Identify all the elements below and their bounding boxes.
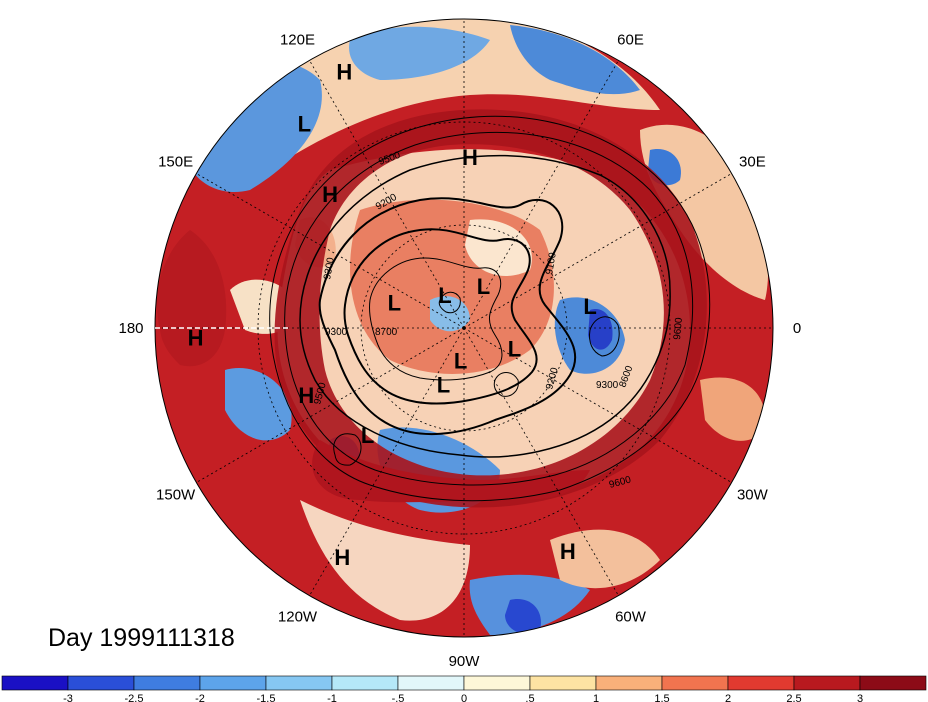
anomaly-patch (156, 230, 227, 367)
anomaly-field (155, 19, 773, 637)
anomaly-patch (550, 529, 660, 589)
longitude-label: 60E (617, 32, 644, 49)
longitude-label: 30W (737, 487, 769, 504)
anomaly-patch (700, 377, 766, 441)
high-pressure-label: H (188, 325, 204, 350)
colorbar-tick-label: -1 (327, 693, 337, 702)
anomaly-patch (300, 500, 470, 621)
meridian-line (196, 173, 465, 329)
low-pressure-label: L (454, 348, 467, 373)
anomaly-patch (588, 309, 613, 350)
contour-value-label: 9600 (672, 317, 685, 341)
anomaly-patch (465, 219, 532, 276)
high-pressure-label: H (336, 59, 352, 84)
low-pressure-label: L (477, 274, 490, 299)
low-pressure-label: L (508, 336, 521, 361)
colorbar-swatch (199, 675, 267, 691)
colorbar-swatch (67, 675, 135, 691)
contour-line (269, 115, 711, 502)
contour-value-label: 9300 (325, 327, 348, 338)
contour-value-label: 9300 (596, 380, 619, 391)
meridian-line (309, 60, 465, 329)
longitude-label: 60W (615, 608, 647, 625)
longitude-label: 120E (280, 32, 315, 49)
low-pressure-label: L (361, 423, 374, 448)
figure-title: Day 1999111318 (48, 624, 235, 652)
low-pressure-label: L (437, 372, 450, 397)
longitude-label: 90W (449, 653, 481, 670)
colorbar-swatch (331, 675, 399, 691)
high-pressure-label: H (298, 383, 314, 408)
low-pressure-label: L (388, 291, 401, 316)
contour-value-label: 9300 (322, 256, 337, 280)
geopotential-contours (269, 115, 711, 502)
longitude-label: 150W (156, 487, 196, 504)
contour-line (438, 291, 461, 314)
colorbar-tick-label: -2.5 (125, 693, 144, 702)
colorbar-tick-label: 1 (593, 693, 599, 702)
colorbar-tick-label: -3 (63, 693, 73, 702)
anomaly-patch (349, 26, 490, 80)
colorbar-swatch (661, 675, 729, 691)
high-pressure-label: H (462, 145, 478, 170)
longitude-label: 30E (739, 154, 766, 171)
colorbar-swatch (133, 675, 201, 691)
colorbar-tick-label: .5 (525, 693, 534, 702)
longitude-label: 150E (158, 154, 193, 171)
colorbar-swatch (793, 675, 861, 691)
longitude-label: 0 (793, 320, 801, 337)
meridian-line (463, 327, 732, 483)
colorbar-tick-label: -.5 (392, 693, 405, 702)
longitude-label: 90E (451, 0, 478, 4)
meridian-line (463, 173, 732, 329)
contour-line (284, 131, 694, 486)
colorbar-swatch (265, 675, 333, 691)
colorbar-tick-label: -1.5 (257, 693, 276, 702)
low-pressure-label: L (298, 112, 311, 137)
anomaly-patch (505, 599, 541, 635)
low-pressure-label: L (583, 294, 596, 319)
contour-line (299, 154, 671, 458)
colorbar-tick-label: 1.5 (654, 693, 669, 702)
high-pressure-label: H (560, 539, 576, 564)
contour-line (318, 197, 577, 435)
colorbar-swatch (529, 675, 597, 691)
colorbar-swatch (727, 675, 795, 691)
meridian-line (309, 327, 465, 596)
colorbar-tick-label: -2 (195, 693, 205, 702)
high-pressure-label: H (334, 545, 350, 570)
low-pressure-label: L (438, 283, 451, 308)
anomaly-patch (510, 25, 640, 95)
longitude-labels: 90E 60E 30E 0 30W 60W 90W 120W 150W 180 150E 120E (118, 0, 801, 670)
contour-line (343, 228, 538, 405)
high-pressure-label: H (322, 182, 338, 207)
colorbar-swatch (463, 675, 531, 691)
colorbar-swatch (1, 675, 69, 691)
anomaly-ring (312, 440, 590, 503)
colorbar: -3 -2.5 -2 -1.5 -1 -.5 0 .5 1 1.5 2 2.5 3 (1, 675, 927, 702)
meridian-line (463, 60, 619, 329)
colorbar-swatch (595, 675, 663, 691)
colorbar-tick-label: 2.5 (786, 693, 801, 702)
colorbar-swatch (859, 675, 927, 691)
anomaly-patch (225, 368, 292, 441)
anomaly-patch (350, 199, 554, 374)
contour-line (589, 316, 620, 357)
colorbar-swatch (397, 675, 465, 691)
contour-value-label: 9100 (544, 251, 559, 275)
colorbar-tick-label: 2 (725, 693, 731, 702)
colorbar-tick-label: 0 (461, 693, 467, 702)
contour-line (493, 372, 519, 397)
longitude-label: 180 (118, 320, 143, 337)
contour-value-label: 8700 (375, 327, 398, 338)
longitude-label: 120W (278, 608, 318, 625)
colorbar-tick-label: 3 (857, 693, 863, 702)
contour-line (369, 257, 503, 381)
contour-line (333, 433, 362, 466)
meridian-line (196, 327, 465, 483)
